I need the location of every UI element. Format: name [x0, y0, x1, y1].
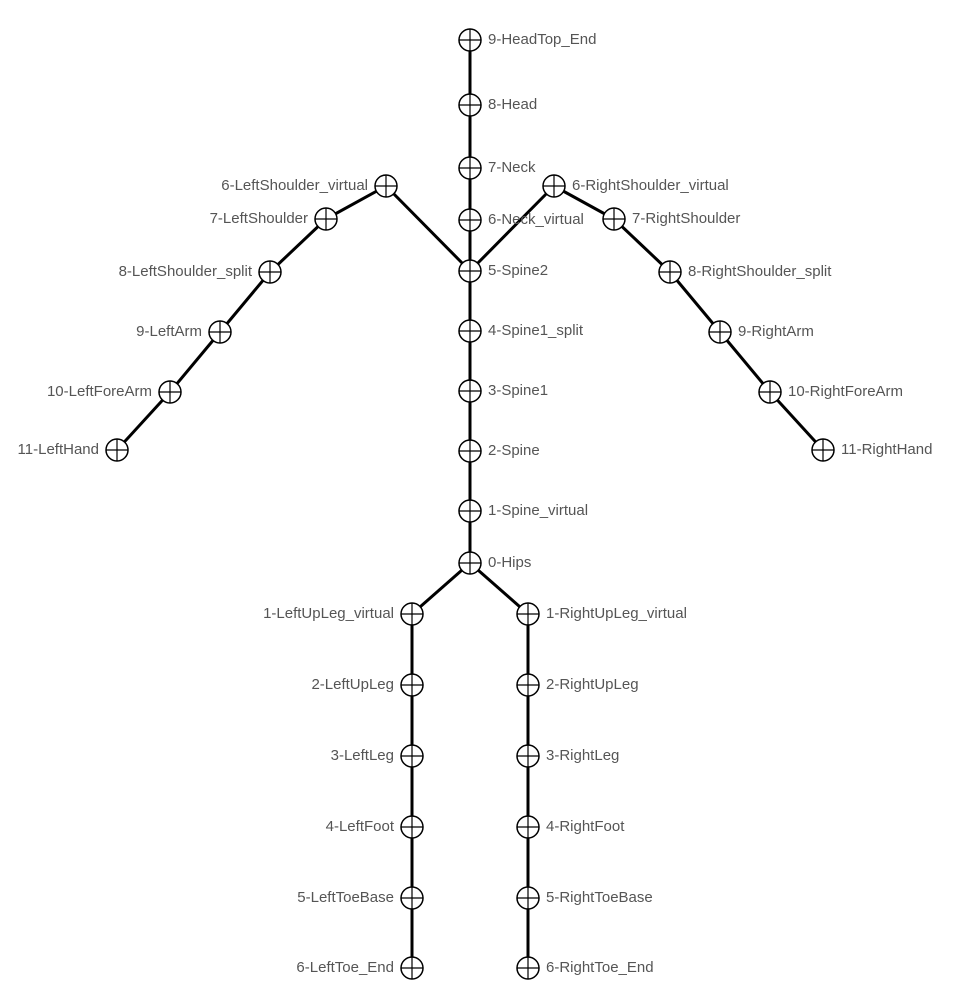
joint-label: 11-RightHand — [841, 441, 932, 458]
joint-node — [517, 603, 539, 625]
edge — [770, 392, 823, 450]
joint-label: 2-LeftUpLeg — [311, 676, 394, 693]
joint-label: 5-RightToeBase — [546, 889, 653, 906]
nodes-layer — [106, 29, 834, 979]
joint-node — [759, 381, 781, 403]
joint-node — [459, 380, 481, 402]
joint-node — [659, 261, 681, 283]
edge — [386, 186, 470, 271]
joint-label: 6-RightToe_End — [546, 959, 654, 976]
joint-node — [375, 175, 397, 197]
joint-node — [459, 552, 481, 574]
joint-label: 5-LeftToeBase — [297, 889, 394, 906]
joint-node — [159, 381, 181, 403]
joint-label: 2-RightUpLeg — [546, 676, 639, 693]
joint-label: 0-Hips — [488, 554, 531, 571]
joint-node — [401, 816, 423, 838]
joint-node — [209, 321, 231, 343]
joint-label: 11-LeftHand — [18, 441, 99, 458]
joint-label: 2-Spine — [488, 442, 540, 459]
joint-label: 9-RightArm — [738, 323, 814, 340]
joint-label: 4-Spine1_split — [488, 322, 584, 339]
joint-node — [812, 439, 834, 461]
skeleton-diagram: 0-Hips 1-Spine_virtual 2-Spine 3-Spine1 4-Sp… — [0, 0, 957, 1000]
joint-node — [459, 157, 481, 179]
joint-label: 7-RightShoulder — [632, 210, 740, 227]
joint-node — [459, 440, 481, 462]
joint-node — [517, 887, 539, 909]
joint-node — [543, 175, 565, 197]
joint-label: 1-Spine_virtual — [488, 502, 588, 519]
joint-node — [603, 208, 625, 230]
joint-label: 10-LeftForeArm — [47, 383, 152, 400]
joint-label: 6-LeftToe_End — [296, 959, 394, 976]
joint-node — [459, 500, 481, 522]
joint-label: 1-RightUpLeg_virtual — [546, 605, 687, 622]
joint-node — [401, 957, 423, 979]
joint-node — [709, 321, 731, 343]
joint-label: 8-RightShoulder_split — [688, 263, 832, 280]
joint-label: 8-LeftShoulder_split — [119, 263, 253, 280]
joint-label: 9-LeftArm — [136, 323, 202, 340]
joint-label: 7-LeftShoulder — [210, 210, 308, 227]
joint-label: 4-LeftFoot — [326, 818, 395, 835]
joint-node — [459, 94, 481, 116]
joint-label: 9-HeadTop_End — [488, 31, 596, 48]
joint-node — [517, 674, 539, 696]
joint-label: 8-Head — [488, 96, 537, 113]
edge — [117, 392, 170, 450]
joint-node — [401, 745, 423, 767]
edge — [470, 186, 554, 271]
joint-node — [401, 887, 423, 909]
joint-label: 6-LeftShoulder_virtual — [221, 177, 368, 194]
joint-node — [459, 29, 481, 51]
joint-node — [401, 674, 423, 696]
joint-node — [259, 261, 281, 283]
joint-label: 4-RightFoot — [546, 818, 625, 835]
joint-label: 7-Neck — [488, 159, 536, 176]
joint-node — [517, 745, 539, 767]
joint-node — [459, 320, 481, 342]
joint-node — [517, 957, 539, 979]
joint-node — [315, 208, 337, 230]
joint-label: 5-Spine2 — [488, 262, 548, 279]
joint-label: 1-LeftUpLeg_virtual — [263, 605, 394, 622]
joint-label: 3-Spine1 — [488, 382, 548, 399]
joint-label: 3-RightLeg — [546, 747, 619, 764]
joint-node — [459, 209, 481, 231]
joint-label: 6-RightShoulder_virtual — [572, 177, 729, 194]
joint-label: 3-LeftLeg — [331, 747, 394, 764]
joint-label: 10-RightForeArm — [788, 383, 903, 400]
joint-node — [459, 260, 481, 282]
joint-node — [106, 439, 128, 461]
joint-node — [517, 816, 539, 838]
joint-label: 6-Neck_virtual — [488, 211, 584, 228]
joint-node — [401, 603, 423, 625]
